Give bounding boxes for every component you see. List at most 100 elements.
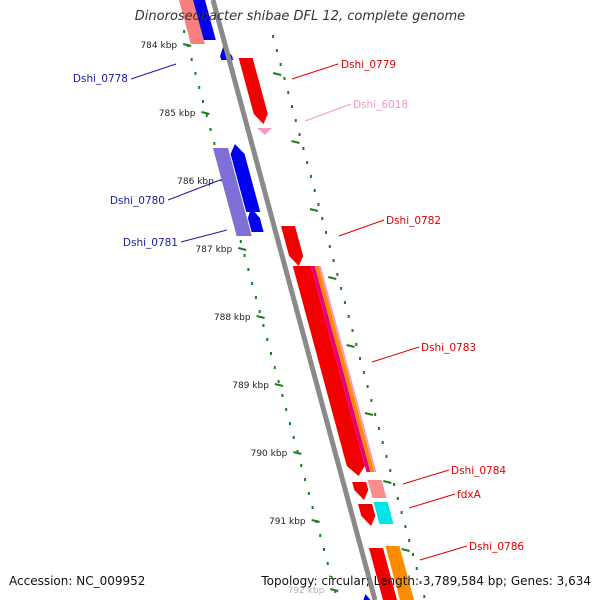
kbp-tick-mark xyxy=(256,315,265,319)
scale-dot xyxy=(300,464,303,467)
scale-dot xyxy=(270,352,273,355)
gene-label-leader xyxy=(167,179,221,201)
gene-dshi-0780 xyxy=(230,144,261,212)
scale-dot xyxy=(273,366,276,369)
scale-dot xyxy=(340,287,343,290)
gene-dshi-0779 xyxy=(238,58,268,124)
scale-dot xyxy=(408,539,411,542)
scale-dot xyxy=(277,380,280,383)
gene-label: Dshi_0784 xyxy=(451,465,506,477)
kbp-tick-label: 792 kbp xyxy=(288,586,325,596)
scale-dot xyxy=(423,595,426,598)
scale-dot xyxy=(419,581,422,584)
kbp-tick-label: 790 kbp xyxy=(251,449,288,459)
scale-dot xyxy=(351,329,354,332)
scale-dot xyxy=(307,492,310,495)
gene-label-leader xyxy=(291,63,339,80)
scale-dot xyxy=(374,413,377,416)
gene-label: Dshi_0782 xyxy=(386,215,441,227)
scale-dot xyxy=(283,77,286,80)
gene-label-leader xyxy=(180,229,228,243)
scale-dot xyxy=(411,553,414,556)
gene-label: Dshi_0781 xyxy=(123,237,178,249)
kbp-tick-mark xyxy=(293,451,302,455)
scale-dot xyxy=(355,343,358,346)
gene-dshi-0777b-partial xyxy=(193,0,216,40)
scale-dot xyxy=(243,254,246,257)
accession-text: Accession: NC_009952 xyxy=(9,574,146,588)
scale-dot xyxy=(239,240,242,243)
scale-dot xyxy=(404,525,407,528)
gene-label-leader xyxy=(304,103,352,122)
scale-dot xyxy=(306,161,309,164)
scale-dot xyxy=(209,128,212,131)
scale-dot xyxy=(330,576,333,579)
scale-dot xyxy=(332,259,335,262)
scale-dot xyxy=(377,427,380,430)
scale-dot xyxy=(325,231,328,234)
kbp-tick-label: 785 kbp xyxy=(159,109,196,119)
backbone-line xyxy=(210,0,378,600)
scale-dot xyxy=(287,91,290,94)
scale-dot xyxy=(198,86,201,89)
kbp-tick-label: 791 kbp xyxy=(269,517,306,527)
scale-dot xyxy=(370,399,373,402)
scale-dot xyxy=(400,511,403,514)
scale-dot xyxy=(366,385,369,388)
gene-label-leader xyxy=(408,493,456,509)
scale-dot xyxy=(336,273,339,276)
kbp-tick-label: 786 kbp xyxy=(177,177,214,187)
scale-dot xyxy=(396,497,399,500)
kbp-tick-mark xyxy=(383,480,392,484)
gene-label: Dshi_0786 xyxy=(469,541,524,553)
scale-dot xyxy=(294,119,297,122)
scale-dot xyxy=(343,301,346,304)
scale-dot xyxy=(326,562,329,565)
gene-dshi-0784b xyxy=(367,480,387,498)
gene-dshi-0780-pseudo xyxy=(212,148,252,236)
gene-dshi-0777-partial xyxy=(179,0,205,44)
scale-dot xyxy=(322,548,325,551)
scale-dot xyxy=(285,408,288,411)
scale-dot xyxy=(313,189,316,192)
kbp-tick-mark xyxy=(346,344,355,348)
scale-dot xyxy=(213,142,216,145)
gene-dshi-0783-overlay-magenta xyxy=(310,266,371,472)
scale-dot xyxy=(288,422,291,425)
scale-dot xyxy=(393,483,396,486)
scale-dot xyxy=(389,469,392,472)
scale-dot xyxy=(385,455,388,458)
kbp-tick-mark xyxy=(330,588,339,592)
genome-summary-text: Topology: circular; Length: 3,789,584 bp… xyxy=(261,574,591,588)
gene-label-leader xyxy=(402,469,450,485)
kbp-tick-mark xyxy=(401,548,410,552)
gene-dshi-0782 xyxy=(281,226,304,266)
scale-dot xyxy=(205,114,208,117)
gene-label-leader xyxy=(371,346,420,363)
scale-dot xyxy=(321,217,324,220)
scale-dot xyxy=(251,282,254,285)
scale-dot xyxy=(319,534,322,537)
gene-label-leader xyxy=(338,219,385,237)
kbp-tick-label: 788 kbp xyxy=(214,313,251,323)
map-title: Dinoroseobacter shibae DFL 12, complete … xyxy=(134,9,466,24)
gene-label: Dshi_0778 xyxy=(73,73,128,85)
kbp-tick-mark xyxy=(364,412,374,416)
scale-dot xyxy=(311,506,314,509)
kbp-tick-mark xyxy=(237,247,247,251)
scale-dot xyxy=(309,175,312,178)
gene-label-leader xyxy=(130,63,177,80)
scale-dot xyxy=(258,310,261,313)
kbp-tick-mark xyxy=(309,208,319,212)
scale-dot xyxy=(194,72,197,75)
scale-dot xyxy=(254,296,257,299)
scale-dot xyxy=(266,338,269,341)
scale-dot xyxy=(247,268,250,271)
scale-dot xyxy=(381,441,384,444)
kbp-tick-mark xyxy=(182,43,192,47)
gene-labels: Dshi_0778 Dshi_0779 Dshi_6018 Dshi_0780 Dshi… xyxy=(73,59,524,561)
scale-dot xyxy=(347,315,350,318)
kbp-tick-mark xyxy=(327,276,337,280)
gene-dshi-0783 xyxy=(292,266,365,476)
